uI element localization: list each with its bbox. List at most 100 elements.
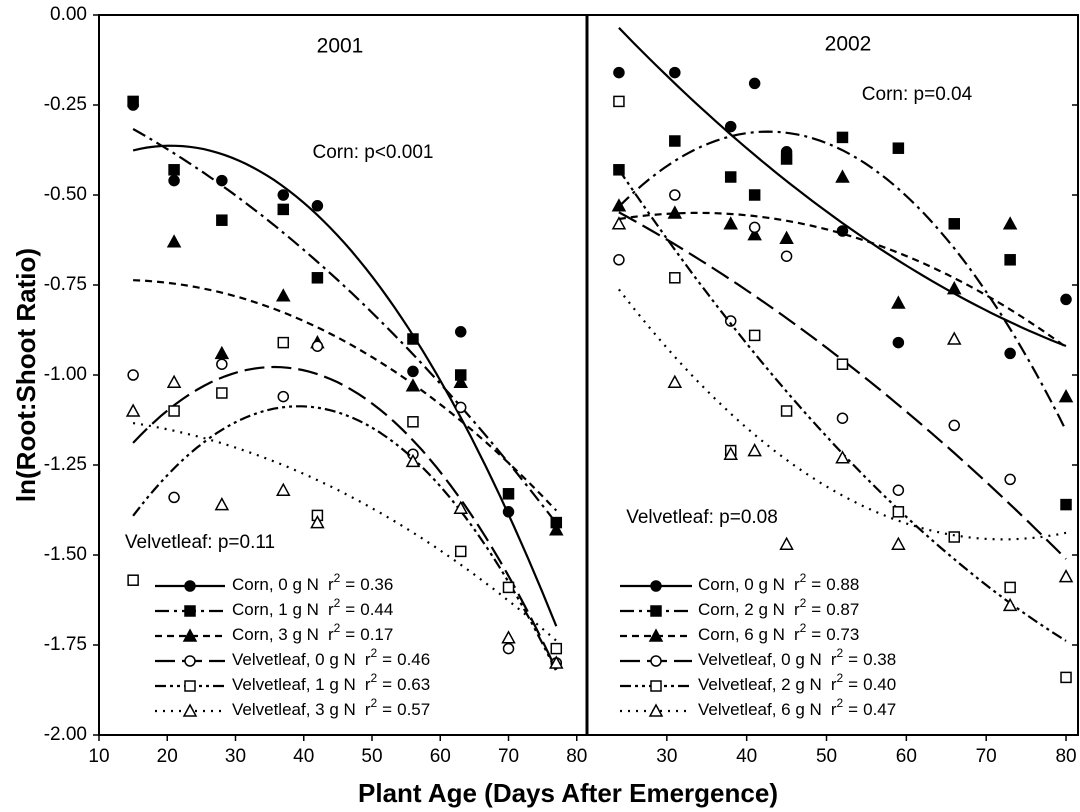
- legend-entry: Velvetleaf, 0 g N r2 = 0.46: [232, 646, 430, 669]
- marker: [650, 680, 662, 692]
- fit-curve: [618, 27, 1067, 348]
- series-markers: [613, 189, 1016, 496]
- marker: [1060, 498, 1072, 511]
- stat-r: r: [831, 675, 837, 694]
- marker: [453, 500, 468, 514]
- legend-name: Velvetleaf, 0 g N: [232, 650, 356, 669]
- marker: [748, 77, 761, 90]
- stat-value: 0.73: [826, 625, 859, 644]
- legend-name: Velvetleaf, 0 g N: [698, 650, 822, 669]
- marker: [502, 642, 515, 655]
- series-markers: [125, 374, 564, 669]
- stat-sup: 2: [370, 646, 377, 660]
- marker: [747, 227, 762, 241]
- marker: [182, 703, 198, 717]
- marker: [836, 131, 849, 144]
- legend-name: Corn, 2 g N: [698, 600, 785, 619]
- marker: [168, 491, 180, 504]
- stat-sup: 2: [334, 621, 341, 635]
- marker: [667, 205, 683, 219]
- marker: [216, 214, 228, 226]
- stat-eq: =: [345, 600, 355, 619]
- x-tick-label: 80: [1055, 746, 1076, 767]
- panel-title: 2001: [317, 35, 364, 58]
- legend-entry: Corn, 6 g N r2 = 0.73: [698, 621, 859, 644]
- marker: [611, 198, 627, 212]
- legend-entry: Corn, 3 g N r2 = 0.17: [232, 621, 393, 644]
- marker: [277, 189, 290, 201]
- marker: [454, 401, 467, 414]
- fit-curve: [132, 144, 558, 627]
- marker: [168, 164, 180, 176]
- marker: [216, 387, 228, 399]
- marker: [125, 403, 141, 417]
- legend-entry: Corn, 1 g N r2 = 0.44: [232, 596, 393, 619]
- stat-eq: =: [848, 700, 858, 719]
- marker: [779, 230, 794, 244]
- marker: [311, 340, 324, 352]
- x-tick-label: 10: [88, 746, 109, 767]
- marker: [724, 120, 737, 133]
- panel-title: 2002: [825, 33, 872, 56]
- y-tick-label: -0.25: [44, 94, 87, 115]
- marker: [311, 272, 324, 284]
- marker: [182, 628, 198, 642]
- legend-entry: Velvetleaf, 0 g N r2 = 0.38: [698, 646, 896, 669]
- marker: [892, 336, 905, 349]
- marker: [613, 95, 625, 108]
- series-markers: [611, 216, 1074, 612]
- fit-curve: [132, 365, 558, 671]
- marker: [216, 358, 228, 370]
- marker: [891, 536, 906, 550]
- marker: [127, 95, 139, 108]
- marker: [780, 250, 793, 262]
- marker: [613, 254, 625, 266]
- stat-value: 0.57: [397, 700, 430, 719]
- marker: [405, 378, 421, 392]
- marker: [1004, 581, 1016, 594]
- legend-name: Corn, 0 g N: [698, 575, 785, 594]
- marker: [127, 369, 139, 381]
- annotation: Velvetleaf: p=0.11: [125, 532, 275, 553]
- marker: [184, 680, 196, 692]
- legend-entry: Velvetleaf, 1 g N r2 = 0.63: [232, 671, 430, 694]
- x-tick-label: 70: [498, 746, 519, 767]
- marker: [948, 218, 961, 230]
- stat-r: r: [365, 700, 371, 719]
- series-markers: [613, 95, 1072, 684]
- legend-entry: Velvetleaf, 2 g N r2 = 0.40: [698, 671, 896, 694]
- marker: [168, 405, 180, 417]
- series-markers: [613, 131, 1072, 511]
- marker: [892, 142, 905, 154]
- legend-name: Velvetleaf, 3 g N: [232, 700, 356, 719]
- fit-curve: [617, 168, 1067, 642]
- stat-eq: =: [848, 675, 858, 694]
- marker: [780, 153, 793, 165]
- marker: [1060, 293, 1072, 306]
- marker: [669, 189, 681, 201]
- marker: [669, 66, 681, 79]
- marker: [1002, 597, 1018, 612]
- y-tick-label: -1.00: [44, 364, 87, 385]
- fit-curve: [618, 211, 1067, 560]
- marker: [184, 580, 196, 592]
- stat-eq: =: [811, 600, 821, 619]
- marker: [502, 488, 515, 500]
- y-tick-label: -0.50: [44, 184, 87, 205]
- marker: [310, 515, 325, 529]
- stat-value: 0.88: [826, 575, 859, 594]
- annotation: Corn: p<0.001: [313, 142, 434, 163]
- x-tick-label: 40: [736, 746, 757, 767]
- marker: [127, 574, 139, 586]
- marker: [407, 333, 419, 345]
- legend-name: Velvetleaf, 2 g N: [698, 675, 822, 694]
- stat-r: r: [365, 650, 371, 669]
- marker: [454, 326, 467, 338]
- stat-eq: =: [345, 625, 355, 644]
- fit-curve: [618, 130, 1067, 432]
- stat-value: 0.38: [863, 650, 896, 669]
- marker: [948, 419, 961, 432]
- legend-name: Corn, 0 g N: [232, 575, 319, 594]
- marker: [748, 189, 761, 201]
- marker: [779, 536, 794, 550]
